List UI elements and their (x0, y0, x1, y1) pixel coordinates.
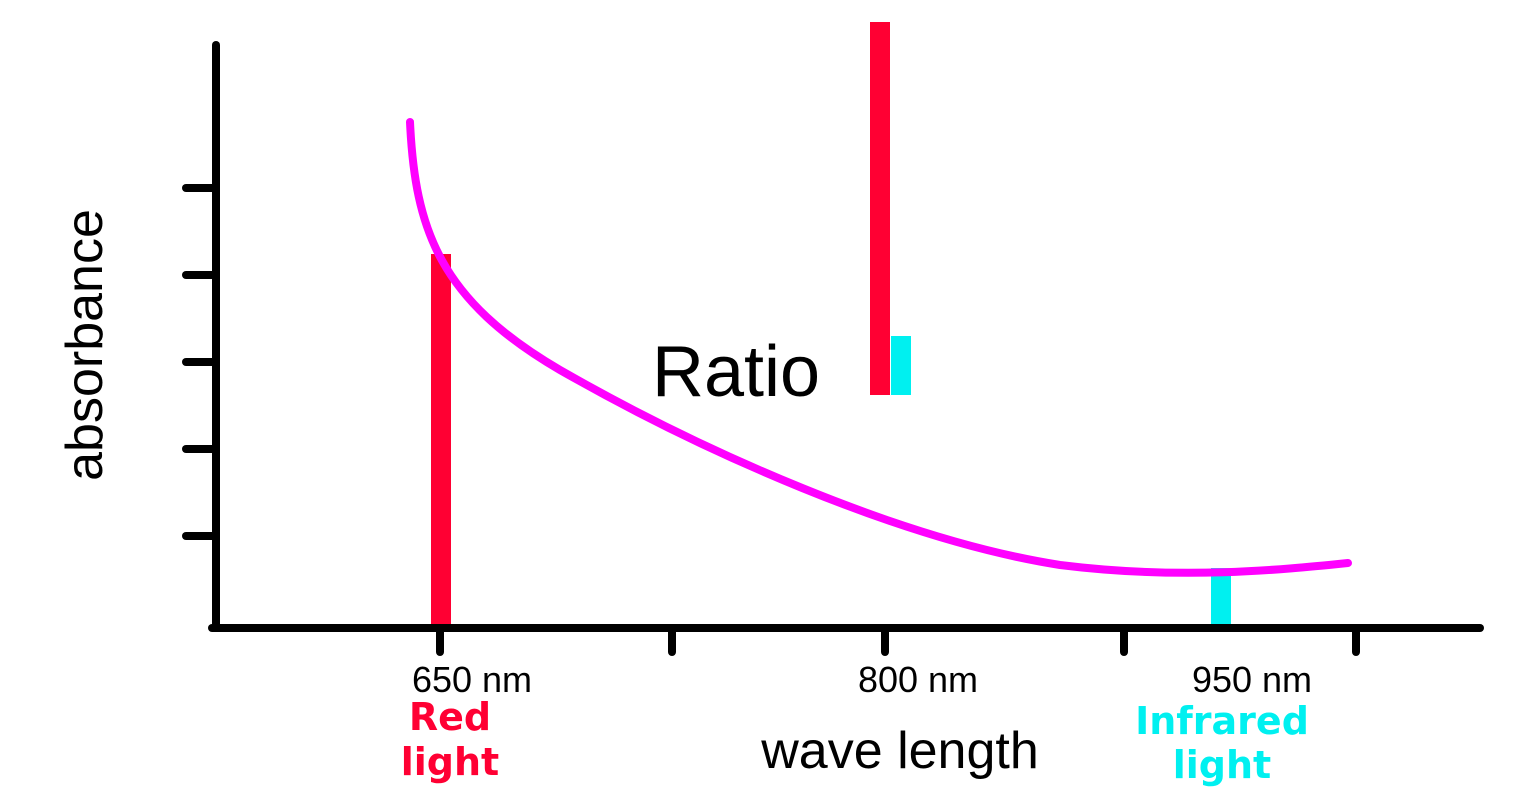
absorbance-curve (406, 118, 1352, 577)
red-light-bar (431, 254, 451, 624)
y-axis-ticks (182, 184, 220, 540)
x-axis-ticks (436, 624, 1360, 656)
y-axis-title: absorbance (56, 209, 114, 481)
ratio-infrared-bar (891, 336, 911, 395)
x-axis-title: wave length (760, 722, 1039, 780)
infrared-light-label-line2: light (1173, 743, 1271, 787)
ratio-red-bar (870, 22, 890, 395)
infrared-light-label-line1: Infrared (1135, 699, 1309, 743)
x-tick-label-950: 950 nm (1192, 659, 1312, 700)
ratio-label: Ratio (652, 332, 820, 412)
red-light-label-line1: Red (409, 695, 491, 739)
x-tick-label-800: 800 nm (858, 659, 978, 700)
red-light-label-line2: light (401, 740, 499, 784)
x-tick-label-650: 650 nm (412, 659, 532, 700)
infrared-light-bar (1211, 568, 1231, 624)
